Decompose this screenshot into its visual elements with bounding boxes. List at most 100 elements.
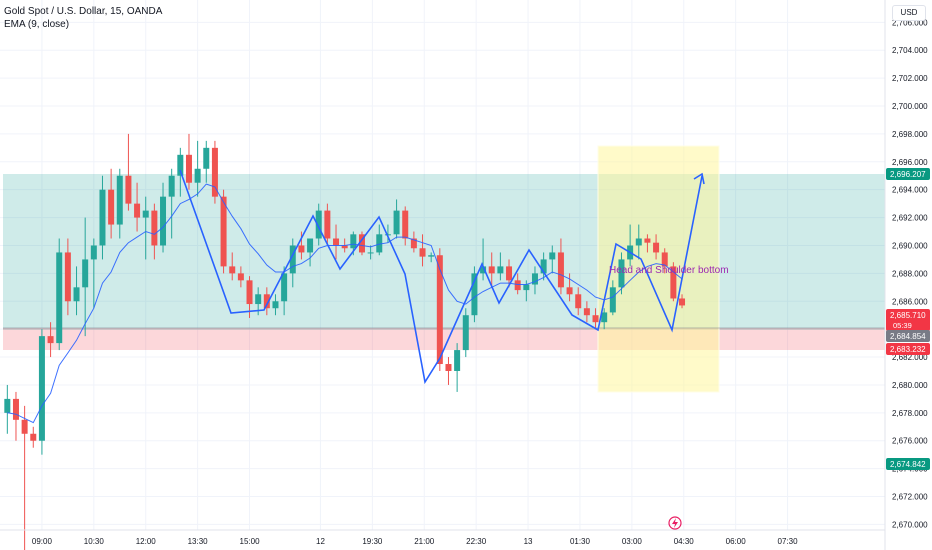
price-tick-label: 2,696.000 — [892, 158, 928, 167]
candle-body — [402, 210, 409, 239]
price-tick-label: 2,682.000 — [892, 353, 928, 362]
candle-body — [575, 294, 582, 309]
candle-body — [298, 245, 305, 253]
candle-body — [557, 252, 564, 288]
candle-body — [618, 259, 625, 288]
candle-body — [601, 312, 608, 323]
candle-body — [341, 245, 348, 249]
lower-level-tag: 2,683.232 — [886, 343, 930, 355]
candle-body — [229, 266, 236, 274]
candle-body — [47, 336, 54, 344]
candle-body — [99, 189, 106, 246]
price-tick-label: 2,670.000 — [892, 520, 928, 529]
price-tick-label: 2,700.000 — [892, 102, 928, 111]
price-tick-label: 2,692.000 — [892, 214, 928, 223]
candle-body — [324, 210, 331, 239]
candle-body — [30, 433, 37, 441]
time-axis[interactable]: 09:00 10:30 12:00 13:30 15:00 12 19:30 21:00 22:… — [0, 529, 885, 546]
candle-body — [194, 168, 201, 183]
candle-body — [592, 315, 599, 323]
time-tick-label: 04:30 — [674, 537, 695, 546]
zones — [3, 145, 885, 393]
candle-body — [679, 298, 686, 306]
time-tick-label: 07:30 — [778, 537, 799, 546]
pattern-arrowhead — [693, 172, 705, 185]
candle-body — [506, 266, 513, 281]
candle-body — [134, 203, 141, 218]
candle-body — [454, 350, 461, 371]
price-tick-label: 2,678.000 — [892, 409, 928, 418]
candle-body — [237, 273, 244, 281]
candle-body — [177, 154, 184, 176]
symbol-title[interactable]: Gold Spot / U.S. Dollar, 15, OANDA — [4, 6, 163, 17]
candle-body — [56, 252, 63, 344]
svg-text:2,683.232: 2,683.232 — [890, 345, 926, 354]
mid-level-tag: 2,684.854 — [886, 330, 930, 342]
candle-body — [367, 252, 374, 254]
candle-body — [108, 189, 115, 225]
price-tick-label: 2,676.000 — [892, 437, 928, 446]
candle-body — [419, 248, 426, 257]
candle-body — [428, 255, 435, 257]
ema-indicator-label[interactable]: EMA (9, close) — [4, 19, 70, 30]
candle-body — [160, 196, 167, 246]
price-tick-label: 2,702.000 — [892, 74, 928, 83]
time-tick-label: 10:30 — [84, 537, 105, 546]
time-tick-label: 19:30 — [362, 537, 383, 546]
candle-body — [307, 238, 314, 253]
price-tick-label: 2,706.000 — [892, 18, 928, 27]
candle-body — [168, 175, 175, 197]
price-tick-label: 2,686.000 — [892, 297, 928, 306]
upper-level-tag: 2,696.207 — [886, 168, 930, 180]
candle-body — [185, 154, 192, 183]
candle-body — [38, 336, 45, 441]
time-tick-label: 13:30 — [188, 537, 209, 546]
candle-body — [609, 287, 616, 313]
candle-body — [376, 234, 383, 253]
candle-body — [540, 259, 547, 274]
candle-body — [64, 252, 71, 302]
candle-body — [549, 252, 556, 260]
time-tick-label: 13 — [524, 537, 533, 546]
candle-body — [211, 147, 218, 197]
candle-body — [203, 147, 210, 169]
candle-body — [488, 266, 495, 274]
candle-body — [90, 245, 97, 260]
candle-body — [436, 255, 443, 365]
time-tick-label: 22:30 — [466, 537, 487, 546]
candle-body — [661, 252, 668, 267]
candle-body — [333, 238, 340, 246]
time-tick-label: 15:00 — [240, 537, 261, 546]
ema-line — [7, 183, 683, 424]
time-tick-label: 03:00 — [622, 537, 643, 546]
candle-body — [82, 259, 89, 288]
last-price-tag: 2,685.710 05:39 — [886, 309, 930, 331]
time-tick-label: 12:00 — [136, 537, 157, 546]
time-tick-label: 09:00 — [32, 537, 53, 546]
candle-body — [350, 234, 357, 249]
candle-body — [635, 238, 642, 246]
price-tick-label: 2,694.000 — [892, 186, 928, 195]
candle-body — [644, 238, 651, 243]
currency-button[interactable]: USD — [892, 5, 926, 21]
candle-body — [21, 419, 28, 434]
candle-body — [566, 287, 573, 295]
price-tick-label: 2,688.000 — [892, 269, 928, 278]
candle-body — [497, 266, 504, 274]
time-tick-label: 12 — [316, 537, 325, 546]
candles — [4, 133, 686, 550]
candle-body — [289, 245, 296, 274]
svg-text:2,684.854: 2,684.854 — [890, 332, 926, 341]
candle-body — [393, 210, 400, 235]
lightning-icon[interactable] — [668, 516, 682, 530]
candle-body — [445, 364, 452, 371]
yellow-zone — [597, 145, 720, 393]
candle-body — [462, 315, 469, 351]
candle-body — [480, 266, 487, 274]
candle-body — [315, 210, 322, 239]
svg-text:2,696.207: 2,696.207 — [890, 170, 926, 179]
candle-body — [531, 273, 538, 285]
candle-body — [583, 308, 590, 316]
candle-body — [263, 294, 270, 309]
